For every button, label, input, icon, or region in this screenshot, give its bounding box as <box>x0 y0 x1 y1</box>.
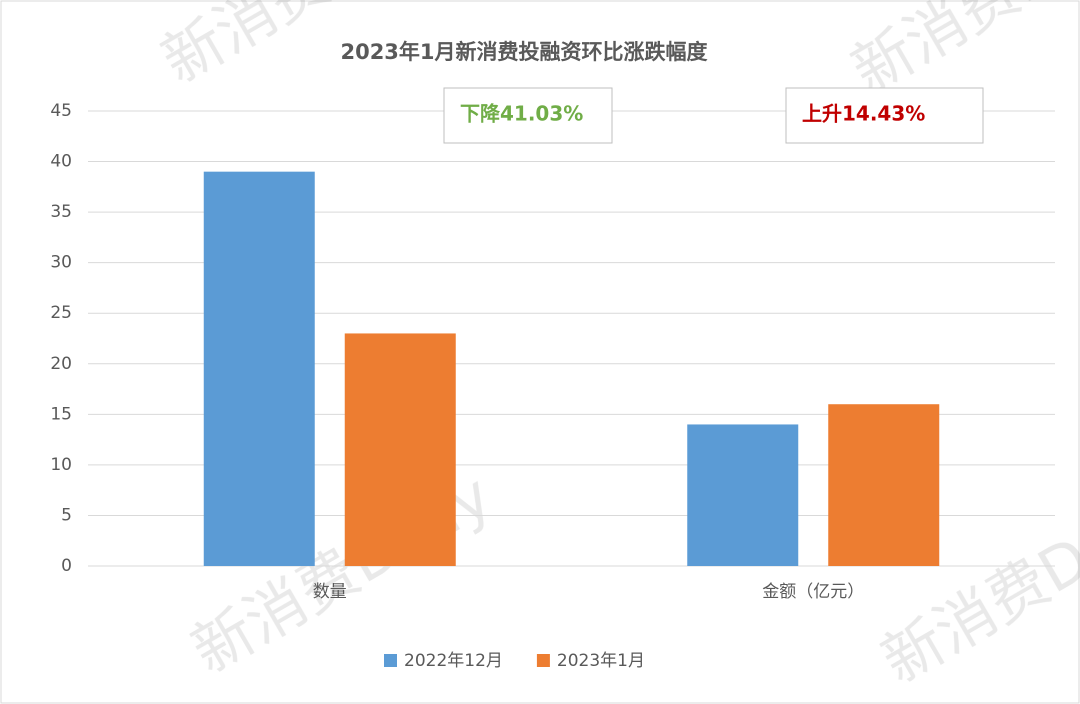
annotation: 下降41.03% <box>460 102 583 126</box>
annotation: 上升14.43% <box>802 102 925 126</box>
y-tick-label: 0 <box>61 556 72 576</box>
chart-title: 2023年1月新消费投融资环比涨跌幅度 <box>340 40 707 64</box>
annotation-box <box>443 87 613 144</box>
y-tick-label: 45 <box>50 101 72 121</box>
x-tick-label: 数量 <box>313 582 347 602</box>
legend-label: 2023年1月 <box>557 651 645 671</box>
y-tick-label: 20 <box>50 354 72 374</box>
y-tick-label: 10 <box>50 455 72 475</box>
legend-swatch <box>384 654 397 667</box>
bar <box>828 404 940 566</box>
bar <box>344 333 456 566</box>
y-tick-label: 40 <box>50 152 72 172</box>
y-tick-label: 5 <box>61 505 72 525</box>
y-tick-label: 35 <box>50 202 72 222</box>
bar <box>203 171 315 566</box>
y-tick-label: 25 <box>50 303 72 323</box>
x-tick-label: 金额（亿元） <box>762 582 864 602</box>
annotation-box <box>785 87 984 144</box>
legend-swatch <box>536 654 550 667</box>
legend-label: 2022年12月 <box>404 651 503 671</box>
bar <box>687 424 799 566</box>
y-tick-label: 30 <box>50 253 72 273</box>
y-tick-label: 15 <box>50 404 72 424</box>
